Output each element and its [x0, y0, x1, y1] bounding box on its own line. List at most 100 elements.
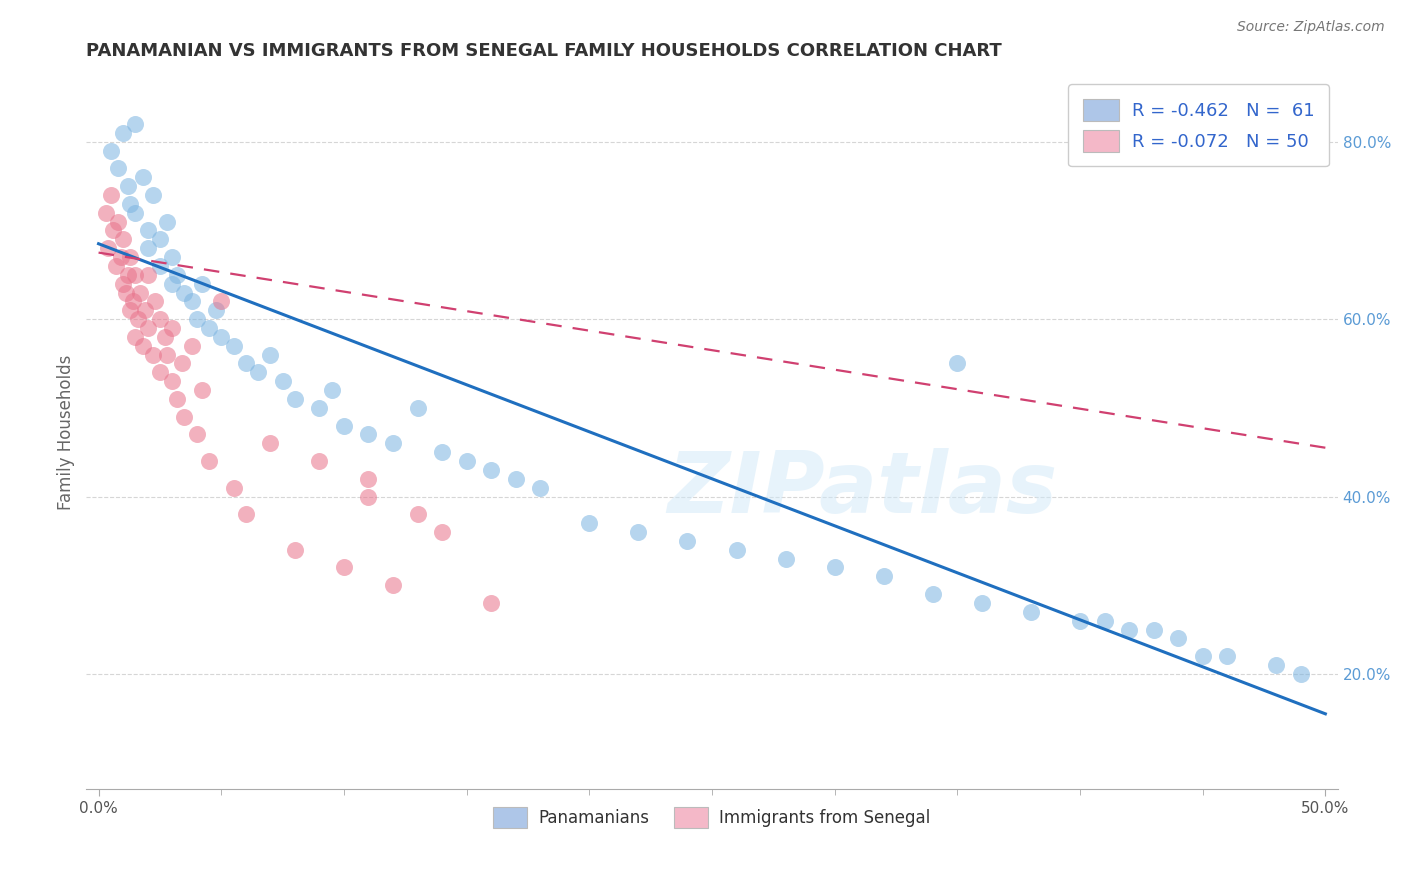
Point — [100, 188, 122, 202]
Point — [110, 250, 132, 264]
Legend: Panamanians, Immigrants from Senegal: Panamanians, Immigrants from Senegal — [486, 801, 938, 834]
Point — [153, 330, 176, 344]
Point — [117, 268, 139, 282]
Point — [479, 463, 502, 477]
Point — [259, 348, 281, 362]
Point — [124, 117, 146, 131]
Point — [120, 250, 142, 264]
Point — [529, 481, 551, 495]
Point — [333, 560, 356, 574]
Point — [456, 454, 478, 468]
Point — [104, 259, 127, 273]
Point — [430, 445, 453, 459]
Point — [112, 277, 135, 291]
Point — [198, 454, 221, 468]
Point — [676, 533, 699, 548]
Point — [308, 454, 330, 468]
Point — [103, 223, 125, 237]
Point — [132, 339, 155, 353]
Point — [170, 356, 193, 370]
Point — [143, 294, 166, 309]
Point — [122, 294, 145, 309]
Point — [222, 481, 245, 495]
Point — [505, 472, 527, 486]
Point — [120, 196, 142, 211]
Point — [141, 188, 163, 202]
Point — [1019, 605, 1042, 619]
Point — [136, 268, 159, 282]
Point — [190, 277, 212, 291]
Point — [1191, 649, 1213, 664]
Point — [333, 418, 356, 433]
Point — [156, 214, 179, 228]
Point — [209, 294, 232, 309]
Text: Source: ZipAtlas.com: Source: ZipAtlas.com — [1237, 20, 1385, 34]
Point — [134, 303, 156, 318]
Point — [186, 312, 208, 326]
Point — [235, 508, 257, 522]
Point — [627, 524, 650, 539]
Point — [775, 551, 797, 566]
Point — [479, 596, 502, 610]
Point — [129, 285, 152, 300]
Point — [578, 516, 600, 530]
Point — [1118, 623, 1140, 637]
Point — [1265, 658, 1288, 673]
Point — [970, 596, 993, 610]
Point — [1094, 614, 1116, 628]
Point — [141, 348, 163, 362]
Point — [132, 170, 155, 185]
Point — [308, 401, 330, 415]
Point — [117, 179, 139, 194]
Point — [209, 330, 232, 344]
Point — [382, 436, 405, 450]
Point — [357, 472, 380, 486]
Point — [259, 436, 281, 450]
Y-axis label: Family Households: Family Households — [58, 354, 75, 510]
Point — [114, 285, 136, 300]
Point — [149, 259, 172, 273]
Point — [149, 365, 172, 379]
Point — [124, 268, 146, 282]
Point — [166, 268, 188, 282]
Point — [173, 409, 195, 424]
Point — [112, 232, 135, 246]
Point — [149, 312, 172, 326]
Point — [166, 392, 188, 406]
Point — [127, 312, 149, 326]
Point — [321, 383, 343, 397]
Point — [149, 232, 172, 246]
Point — [873, 569, 896, 583]
Point — [107, 214, 129, 228]
Point — [406, 508, 429, 522]
Point — [107, 161, 129, 176]
Point — [406, 401, 429, 415]
Point — [357, 427, 380, 442]
Point — [160, 374, 183, 388]
Point — [247, 365, 270, 379]
Point — [190, 383, 212, 397]
Point — [1069, 614, 1091, 628]
Point — [97, 241, 120, 255]
Point — [946, 356, 969, 370]
Point — [235, 356, 257, 370]
Point — [725, 542, 748, 557]
Point — [824, 560, 846, 574]
Point — [205, 303, 228, 318]
Point — [173, 285, 195, 300]
Point — [1216, 649, 1239, 664]
Point — [1142, 623, 1164, 637]
Point — [1289, 667, 1312, 681]
Point — [430, 524, 453, 539]
Point — [112, 126, 135, 140]
Point — [921, 587, 943, 601]
Point — [136, 223, 159, 237]
Point — [271, 374, 294, 388]
Text: PANAMANIAN VS IMMIGRANTS FROM SENEGAL FAMILY HOUSEHOLDS CORRELATION CHART: PANAMANIAN VS IMMIGRANTS FROM SENEGAL FA… — [86, 42, 1002, 60]
Point — [382, 578, 405, 592]
Point — [136, 241, 159, 255]
Point — [100, 144, 122, 158]
Point — [180, 294, 202, 309]
Point — [186, 427, 208, 442]
Point — [156, 348, 179, 362]
